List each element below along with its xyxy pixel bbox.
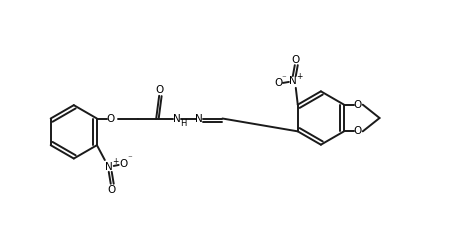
Text: O: O bbox=[106, 114, 115, 124]
Text: ⁻: ⁻ bbox=[127, 154, 132, 164]
Text: N: N bbox=[194, 114, 202, 124]
Text: O: O bbox=[273, 78, 281, 88]
Text: O: O bbox=[353, 100, 361, 110]
Text: O: O bbox=[353, 126, 361, 136]
Text: H: H bbox=[179, 119, 186, 128]
Text: N: N bbox=[173, 114, 180, 124]
Text: ⁻: ⁻ bbox=[281, 74, 285, 84]
Text: O: O bbox=[291, 55, 299, 65]
Text: O: O bbox=[107, 185, 115, 195]
Text: O: O bbox=[119, 159, 128, 169]
Text: O: O bbox=[155, 85, 163, 95]
Text: +: + bbox=[296, 71, 302, 80]
Text: +: + bbox=[112, 158, 119, 167]
Text: N: N bbox=[288, 76, 296, 86]
Text: N: N bbox=[105, 162, 112, 172]
